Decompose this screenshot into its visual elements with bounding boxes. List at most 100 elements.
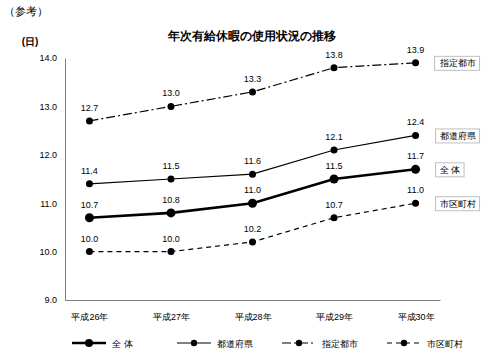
y-tick: 9.0 [44,295,65,305]
series-marker [249,238,256,245]
x-tick: 平成29年 [316,300,353,322]
y-axis: 9.0 10.0 11.0 12.0 13.0 14.0 [39,53,65,305]
data-label: 13.0 [162,88,180,98]
x-tick: 平成30年 [398,300,435,322]
data-label: 10.0 [162,234,180,244]
y-tick-label: 11.0 [40,199,57,209]
data-label: 13.9 [407,45,425,55]
x-tick-label: 平成27年 [153,312,190,322]
series-end-label-text: 都道府県 [440,131,476,141]
data-label: 12.4 [407,117,425,127]
legend-label: 指定都市 [321,339,358,349]
series-end-label-box [436,197,480,211]
series-line [89,169,415,217]
series-end-label-box [435,56,480,70]
annotation: （参考） [4,5,48,17]
series-end-label-box [436,163,465,177]
legend-item: 市区町村 [387,339,463,349]
y-tick-label: 12.0 [39,150,57,160]
x-tick-label: 平成29年 [316,312,353,322]
legend-marker [296,340,302,346]
data-label: 11.0 [244,185,261,195]
data-label: 11.7 [407,151,424,161]
data-label: 11.0 [407,185,424,195]
series-line [89,135,415,183]
legend-item: 全 体 [72,339,133,349]
y-tick: 11.0 [40,199,65,209]
data-label: 13.8 [325,50,343,60]
y-tick: 12.0 [39,150,65,160]
data-label: 10.8 [162,195,180,205]
series-end-labels: 全 体 都道府県 指定都市市区町村 [435,56,480,210]
x-axis-line [66,300,441,301]
data-label: 10.2 [244,224,262,234]
x-tick-label: 平成26年 [71,312,108,322]
data-label: 10.7 [325,200,343,210]
series-marker [167,103,174,110]
series-end-label: 市区町村 [436,197,480,211]
x-tick: 平成26年 [71,300,108,322]
data-label: 11.5 [163,161,180,171]
series-end-label-box [436,129,480,143]
x-tick-label: 平成28年 [234,312,271,322]
data-label: 11.4 [81,166,98,176]
chart: （参考） 年次有給休暇の使用状況の推移 (日) 9.0 10.0 11.0 12.0 13.0… [0,0,500,356]
series-line [89,63,415,121]
data-label: 11.5 [326,161,343,171]
series-marker [412,200,419,207]
y-axis-line [65,59,66,301]
series-marker [167,176,174,183]
series-marker [249,88,256,95]
plot-area [85,59,420,255]
x-tick: 平成28年 [234,300,271,322]
series-marker [86,180,93,187]
legend-item: 指定都市 [282,339,358,349]
data-labels: 10.7 10.8 11.0 11.5 11.7 11.4 11.5 11.6 12.1 12.4… [81,45,425,244]
data-label: 11.6 [244,156,261,166]
title: 年次有給休暇の使用状況の推移 [167,29,336,43]
data-label: 12.1 [325,132,343,142]
series-end-label: 指定都市 [435,56,480,70]
y-tick: 13.0 [39,102,65,112]
data-label: 10.7 [81,200,99,210]
legend-label: 全 体 [112,339,133,349]
legend-marker [191,340,197,346]
series-marker [412,59,419,66]
data-label: 12.7 [81,103,99,113]
series-marker [248,199,257,208]
legend-marker [85,339,93,347]
series-marker [85,213,94,222]
series-marker [86,248,93,255]
y-tick-label: 13.0 [39,102,57,112]
y-tick-label: 14.0 [39,53,57,63]
series-end-label-text: 市区町村 [440,199,476,209]
series-marker [86,117,93,124]
x-tick-label: 平成30年 [398,312,435,322]
y-tick: 10.0 [39,247,65,257]
series-line [89,203,415,251]
series-marker [331,146,338,153]
y-tick-label: 10.0 [39,247,57,257]
legend-label: 都道府県 [217,339,253,349]
y-axis-title: (日) [22,36,39,47]
series-marker [331,214,338,221]
x-axis: 平成26年 平成27年 平成28年 平成29年 平成30年 [66,300,441,322]
data-label: 10.0 [81,234,99,244]
series-end-label-text: 全 体 [440,165,461,175]
series-end-label-text: 指定都市 [439,58,476,68]
series-marker [411,165,420,174]
series-marker [412,132,419,139]
series-marker [330,175,339,184]
x-tick: 平成27年 [153,300,190,322]
legend-label: 市区町村 [427,339,463,349]
series-marker [249,171,256,178]
series-marker [166,208,175,217]
series-marker [331,64,338,71]
series-end-label: 都道府県 [436,129,480,143]
y-tick-label: 9.0 [44,295,57,305]
legend: 全 体 都道府県 指定都市 市区町村 [72,339,463,349]
series-end-label: 全 体 [436,163,465,177]
data-label: 13.3 [244,74,262,84]
series-marker [167,248,174,255]
legend-marker [401,340,407,346]
